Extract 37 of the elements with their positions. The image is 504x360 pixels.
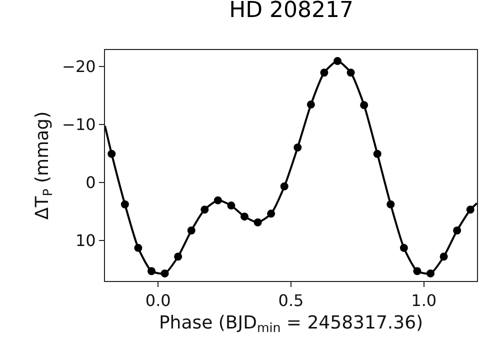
- point: [306, 100, 315, 109]
- chart-title: HD 208217: [229, 0, 354, 24]
- x-tick-label: 1.0: [411, 291, 437, 310]
- point: [426, 269, 434, 278]
- x-axis-title: Phase (BJD$_{min}$ = 2458317.36): [158, 312, 424, 336]
- point: [280, 182, 288, 190]
- point: [466, 206, 474, 214]
- point: [187, 226, 196, 235]
- point: [134, 244, 142, 252]
- point: [227, 202, 236, 210]
- point: [346, 68, 355, 77]
- point: [386, 200, 395, 208]
- point: [240, 212, 248, 221]
- point: [360, 101, 368, 110]
- point: [148, 267, 156, 276]
- y-tick-label: 10: [75, 230, 96, 250]
- point: [174, 252, 182, 261]
- point: [413, 267, 422, 276]
- point: [440, 252, 448, 261]
- x-tick-label: 0.0: [145, 291, 171, 310]
- point: [120, 200, 129, 208]
- point: [200, 206, 209, 214]
- point: [108, 150, 116, 158]
- point: [267, 210, 276, 218]
- point: [254, 218, 262, 226]
- point: [373, 150, 382, 158]
- point: [453, 226, 462, 235]
- point: [320, 68, 328, 77]
- point: [400, 244, 408, 252]
- y-tick-label: 0: [86, 172, 96, 192]
- y-tick-label: −10: [62, 114, 96, 134]
- y-tick-label: −20: [62, 56, 96, 76]
- point: [334, 57, 342, 66]
- x-tick-label: 0.5: [278, 291, 304, 310]
- point: [214, 196, 222, 204]
- point: [294, 144, 302, 152]
- point: [160, 269, 169, 278]
